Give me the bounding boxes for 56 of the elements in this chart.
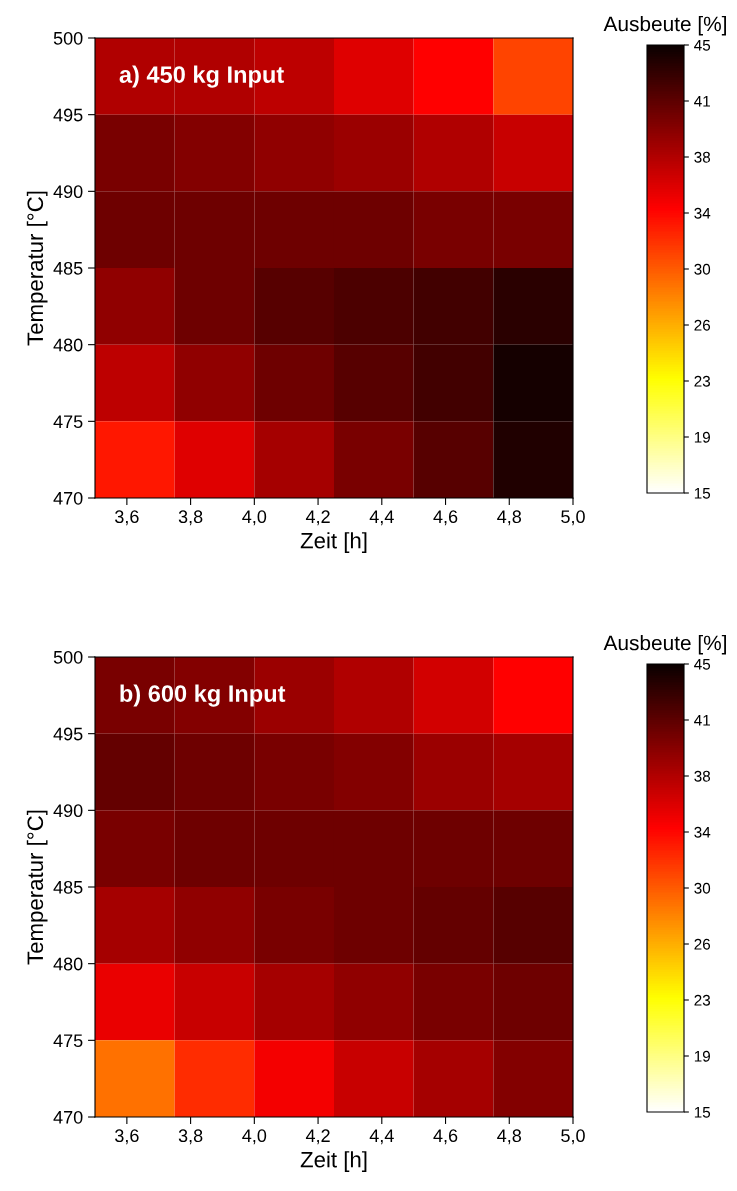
x-tick-label: 3,8 bbox=[178, 510, 203, 526]
x-tick-label: 4,0 bbox=[242, 510, 267, 526]
x-tick-label: 3,8 bbox=[178, 1129, 203, 1145]
color-bar-label: 15 bbox=[694, 488, 711, 499]
text: a) 450 kg Input bbox=[119, 65, 284, 88]
y-tick-label: 470 bbox=[53, 1110, 83, 1124]
color-bar-label: 15 bbox=[694, 1107, 711, 1118]
x-tick-label: 4,4 bbox=[369, 510, 394, 526]
x-tick-label: 4,0 bbox=[242, 1129, 267, 1145]
x-axis-title: Zeit [h] bbox=[300, 1151, 367, 1172]
y-tick-label: 480 bbox=[53, 957, 83, 971]
y-axis-title: Temperatur [°C] bbox=[26, 191, 48, 346]
color-bar-label: 34 bbox=[694, 207, 711, 219]
y-tick-label: 485 bbox=[53, 261, 83, 275]
color-bar-label: 41 bbox=[694, 715, 710, 726]
x-tick-label: 4,8 bbox=[497, 510, 522, 526]
color-bar-label: 23 bbox=[694, 375, 711, 387]
color-bar-label: 26 bbox=[694, 319, 711, 331]
x-axis-title: Zeit [h] bbox=[300, 532, 367, 553]
color-bar-label: 38 bbox=[694, 770, 711, 782]
y-tick-label: 470 bbox=[53, 491, 83, 505]
y-tick-label: 500 bbox=[53, 31, 83, 45]
color-bar-label: 19 bbox=[694, 431, 710, 443]
color-bar-label: 23 bbox=[694, 994, 711, 1006]
y-tick-label: 475 bbox=[53, 415, 83, 429]
color-bar-label: 45 bbox=[694, 40, 711, 51]
x-tick-label: 3,6 bbox=[115, 1129, 139, 1145]
x-tick-label: 4,4 bbox=[369, 1129, 394, 1145]
x-tick-label: 4,2 bbox=[305, 510, 330, 526]
y-tick-label: 480 bbox=[53, 338, 83, 352]
x-tick-label: 4,2 bbox=[305, 1129, 330, 1145]
color-bar-title: Ausbeute [%] bbox=[603, 635, 726, 655]
x-tick-label: 4,6 bbox=[433, 510, 458, 526]
x-tick-label: 3,6 bbox=[115, 510, 139, 526]
color-bar-label: 34 bbox=[694, 826, 711, 838]
color-bar-label: 38 bbox=[694, 151, 711, 163]
color-bar-label: 19 bbox=[694, 1050, 710, 1062]
color-bar-label: 30 bbox=[694, 882, 711, 894]
x-tick-label: 5,0 bbox=[561, 1129, 585, 1145]
y-tick-label: 495 bbox=[53, 727, 83, 741]
x-tick-label: 4,6 bbox=[433, 1129, 458, 1145]
y-tick-label: 500 bbox=[53, 650, 83, 664]
y-tick-label: 485 bbox=[53, 880, 83, 894]
color-bar-title: Ausbeute [%] bbox=[603, 16, 726, 36]
y-tick-label: 475 bbox=[53, 1034, 83, 1048]
y-tick-label: 490 bbox=[53, 804, 83, 818]
y-tick-label: 495 bbox=[53, 108, 83, 122]
text: b) 600 kg Input bbox=[120, 684, 286, 707]
x-tick-label: 5,0 bbox=[561, 510, 585, 526]
y-axis-title: Temperatur [°C] bbox=[26, 810, 48, 965]
color-bar-label: 45 bbox=[694, 659, 711, 670]
color-bar-label: 41 bbox=[694, 96, 710, 107]
color-bar-label: 26 bbox=[694, 938, 711, 950]
y-tick-label: 490 bbox=[53, 185, 83, 199]
x-tick-label: 4,8 bbox=[497, 1129, 522, 1145]
color-bar-label: 30 bbox=[694, 263, 711, 275]
